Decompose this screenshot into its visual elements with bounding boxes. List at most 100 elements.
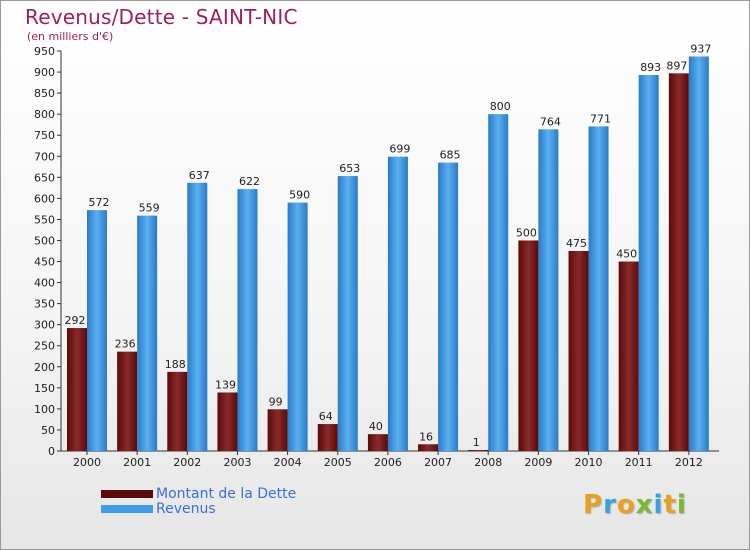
x-tick-label-2006: 2006 (374, 456, 402, 469)
data-label-debt-2009: 500 (516, 226, 537, 239)
bar-revenue-2005 (337, 176, 358, 452)
bar-revenue-2002 (187, 182, 208, 451)
x-tick-label-2001: 2001 (123, 456, 151, 469)
y-tick-label: 950 (34, 45, 55, 58)
data-label-revenue-2008: 800 (490, 100, 511, 113)
y-tick-label: 200 (34, 361, 55, 374)
y-tick-label: 150 (34, 382, 55, 395)
logo-letter: P (583, 490, 604, 520)
legend-swatch-revenue (101, 505, 153, 513)
legend-label-revenue: Revenus (156, 501, 216, 517)
bar-debt-2004 (267, 409, 288, 451)
data-label-debt-2011: 450 (616, 248, 637, 261)
data-labels: 292 572 236 559 188 637 139 622 99 590 64 653 40 699 1… (65, 42, 712, 449)
data-label-revenue-2011: 893 (640, 61, 661, 74)
x-tick-label-2010: 2010 (575, 456, 603, 469)
x-tick-label-2003: 2003 (223, 456, 251, 469)
data-label-debt-2002: 188 (165, 358, 186, 371)
bar-revenue-2009 (538, 129, 559, 451)
chart-bars (67, 56, 709, 452)
data-label-debt-2001: 236 (115, 338, 136, 351)
y-tick-label: 500 (34, 234, 55, 247)
bar-revenue-2000 (87, 210, 107, 451)
bar-debt-2005 (317, 424, 338, 451)
data-label-revenue-2003: 622 (239, 175, 260, 188)
data-label-revenue-2009: 764 (540, 115, 561, 128)
y-tick-label: 50 (41, 424, 55, 437)
y-tick-label: 300 (34, 319, 55, 332)
y-axis-ticks: 0 50 100 150 200 250 300 350 400 450 500 550 600 650 7… (34, 45, 61, 458)
bar-debt-2012 (668, 73, 689, 451)
bar-debt-2010 (568, 251, 589, 451)
legend-swatch-debt (101, 490, 153, 498)
x-tick-label-2011: 2011 (625, 456, 653, 469)
y-tick-label: 100 (34, 403, 55, 416)
logo-letter: i (676, 490, 687, 520)
bar-debt-2007 (418, 444, 439, 451)
bar-debt-2011 (618, 261, 639, 451)
data-label-revenue-2010: 771 (590, 112, 611, 125)
bar-debt-2006 (367, 434, 388, 451)
data-label-debt-2006: 40 (369, 420, 383, 433)
data-label-debt-2000: 292 (65, 314, 86, 327)
data-label-revenue-2012: 937 (690, 42, 711, 55)
y-tick-label: 0 (48, 445, 55, 458)
x-tick-label-2009: 2009 (524, 456, 552, 469)
data-label-revenue-2006: 699 (389, 143, 410, 156)
data-label-debt-2007: 16 (419, 430, 433, 443)
chart-subtitle: (en milliers d'€) (27, 30, 114, 43)
x-tick-label-2012: 2012 (675, 456, 703, 469)
bar-revenue-2001 (137, 215, 158, 451)
data-label-revenue-2000: 572 (89, 196, 110, 209)
bar-debt-2009 (518, 240, 539, 451)
logo-letter: x (635, 490, 654, 520)
legend-label-debt: Montant de la Dette (156, 486, 297, 502)
y-tick-label: 350 (34, 298, 55, 311)
logo-letter: o (616, 490, 636, 520)
y-tick-label: 450 (34, 256, 55, 269)
bar-revenue-2003 (237, 189, 258, 451)
data-label-debt-2010: 475 (566, 237, 587, 250)
x-tick-label-2007: 2007 (424, 456, 452, 469)
bar-debt-2008 (468, 450, 489, 451)
data-label-revenue-2007: 685 (440, 149, 461, 162)
y-tick-label: 550 (34, 213, 55, 226)
y-tick-label: 400 (34, 277, 55, 290)
bar-revenue-2012 (688, 56, 709, 451)
proxiti-logo: Proxiti (583, 490, 687, 520)
data-label-revenue-2005: 653 (339, 162, 360, 175)
data-label-debt-2004: 99 (269, 395, 283, 408)
logo-letter: i (653, 490, 664, 520)
x-tick-label-2005: 2005 (324, 456, 352, 469)
y-tick-label: 750 (34, 129, 55, 142)
y-tick-label: 850 (34, 87, 55, 100)
logo-letter: t (663, 490, 677, 520)
y-tick-label: 250 (34, 340, 55, 353)
bar-revenue-2011 (638, 75, 659, 451)
data-label-revenue-2004: 590 (289, 189, 310, 202)
data-label-revenue-2002: 637 (189, 169, 210, 182)
bar-debt-2003 (217, 392, 238, 451)
y-tick-label: 900 (34, 66, 55, 79)
bar-revenue-2007 (438, 162, 459, 451)
bar-revenue-2006 (387, 156, 408, 451)
x-tick-label-2002: 2002 (173, 456, 201, 469)
logo-letter: r (603, 490, 617, 520)
bar-debt-2000 (67, 328, 87, 451)
bar-debt-2002 (167, 371, 188, 451)
y-tick-label: 600 (34, 192, 55, 205)
data-label-debt-2008: 1 (473, 436, 480, 449)
x-axis-ticks: 2000 2001 2002 2003 2004 2005 2006 2007 2008 2009… (73, 451, 703, 469)
x-tick-label-2000: 2000 (73, 456, 101, 469)
chart-title: Revenus/Dette - SAINT-NIC (25, 5, 298, 29)
y-tick-label: 700 (34, 150, 55, 163)
y-tick-label: 650 (34, 171, 55, 184)
bar-revenue-2010 (588, 126, 609, 452)
y-tick-label: 800 (34, 108, 55, 121)
bar-revenue-2004 (287, 202, 308, 451)
x-tick-label-2008: 2008 (474, 456, 502, 469)
x-tick-label-2004: 2004 (274, 456, 302, 469)
data-label-revenue-2001: 559 (139, 202, 160, 215)
